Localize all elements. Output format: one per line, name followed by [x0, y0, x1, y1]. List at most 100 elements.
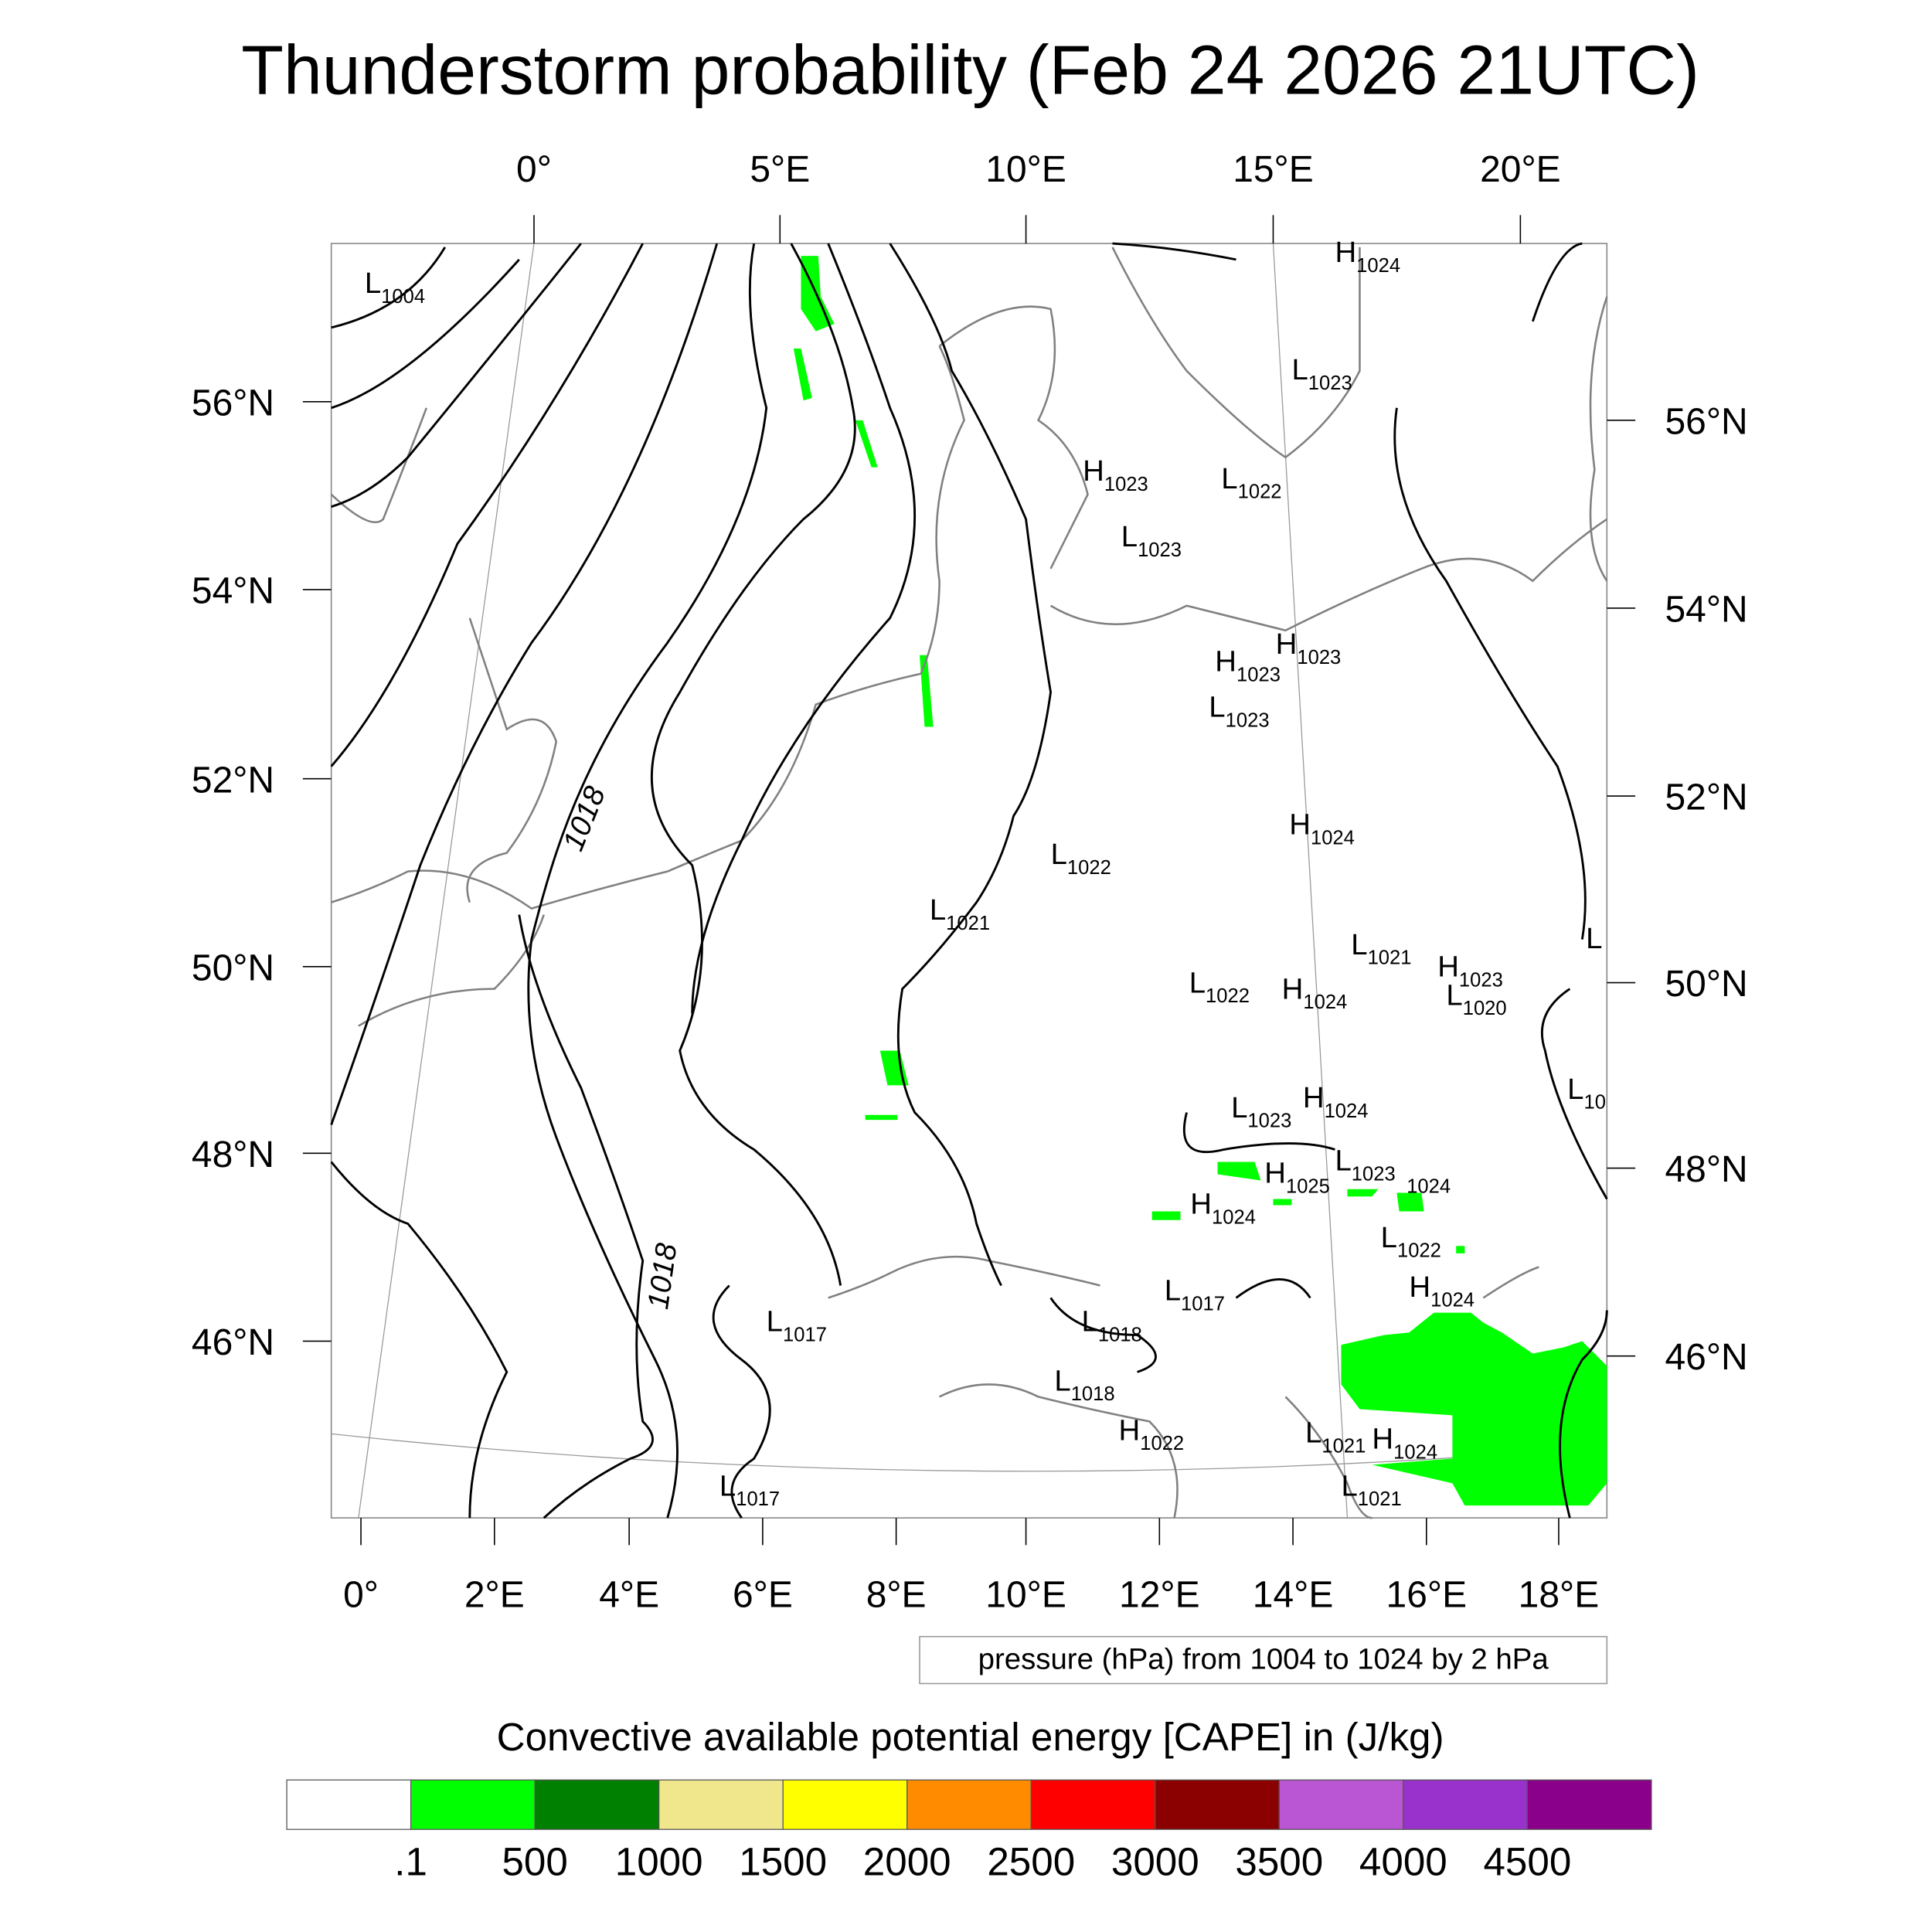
colorbar-box: [1403, 1779, 1529, 1830]
pressure-center-label: H1024: [1303, 1081, 1369, 1122]
bottom-lon-label: 8°E: [866, 1574, 927, 1615]
contour-info-text: pressure (hPa) from 1004 to 1024 by 2 hP…: [978, 1642, 1549, 1675]
cape-patch: [793, 349, 812, 401]
bottom-lon-label: 10°E: [985, 1574, 1066, 1615]
colorbar-box: [1155, 1779, 1280, 1830]
graticule: [331, 243, 1607, 1519]
pressure-center-label: H1022: [1119, 1413, 1185, 1454]
colorbar-box: [782, 1779, 908, 1830]
colorbar-label: 2000: [863, 1839, 951, 1883]
bottom-lon-label: 16°E: [1386, 1574, 1468, 1615]
bottom-lon-label: 0°: [343, 1574, 379, 1615]
colorbar-box: [1526, 1779, 1652, 1830]
colorbar-box: [286, 1779, 412, 1830]
left-lat-label: 56°N: [192, 383, 274, 423]
pressure-center-label: L10: [1567, 1073, 1606, 1114]
pressure-center-label: L1023: [1291, 353, 1352, 394]
cape-patch: [1347, 1189, 1379, 1197]
pressure-center-label: L1021: [1341, 1469, 1401, 1510]
right-lat-label: 50°N: [1665, 964, 1748, 1005]
bottom-lon-label: 12°E: [1119, 1574, 1200, 1615]
axis-tick-labels: 0° 5°E 10°E 15°E 20°E 0° 2°E 4°E 6°E 8°E 10°E 12°E 1…: [192, 149, 1748, 1615]
colorbar-box: [658, 1779, 784, 1830]
left-lat-label: 46°N: [192, 1322, 274, 1363]
bottom-lon-label: 18°E: [1519, 1574, 1600, 1615]
right-lat-label: 56°N: [1665, 401, 1748, 442]
colorbar-box: [1278, 1779, 1404, 1830]
pressure-center-label: L1021: [1351, 928, 1411, 969]
cape-patch: [1396, 1192, 1424, 1212]
colorbar-label: .1: [394, 1839, 427, 1883]
pressure-center-label: H1023: [1083, 454, 1148, 495]
right-lat-label: 48°N: [1665, 1149, 1748, 1190]
colorbar-box: [534, 1779, 660, 1830]
pressure-center-label: H1023: [1215, 645, 1281, 686]
pressure-center-label: L1018: [1054, 1364, 1114, 1405]
cape-patch: [1151, 1211, 1181, 1220]
right-lat-label: 46°N: [1665, 1337, 1748, 1378]
pressure-center-label: L1023: [1121, 520, 1182, 561]
pressure-center-label: L1021: [930, 893, 990, 934]
colorbar-label: 4500: [1483, 1839, 1571, 1883]
pressure-center-label: L1017: [719, 1469, 780, 1510]
bottom-lon-label: 6°E: [733, 1574, 793, 1615]
pressure-center-label: L1021: [1305, 1417, 1366, 1458]
top-lon-label: 5°E: [750, 149, 810, 190]
map-frame: [330, 243, 1608, 1519]
bottom-lon-label: 2°E: [464, 1574, 525, 1615]
colorbar-box: [1030, 1779, 1156, 1830]
top-lon-label: 10°E: [985, 149, 1066, 190]
cape-patch: [920, 655, 934, 727]
left-lat-label: 50°N: [192, 947, 274, 988]
pressure-center-label: 1024: [1406, 1176, 1451, 1198]
right-lat-label: 52°N: [1665, 777, 1748, 818]
bottom-lon-label: 4°E: [599, 1574, 659, 1615]
pressure-center-label: L1004: [365, 267, 425, 308]
cape-field: [793, 256, 1607, 1506]
pressure-centers: L1004 H1024 L1023 H1023 L1022 L1023 H1023 H1023…: [365, 236, 1606, 1510]
pressure-center-label: L: [1586, 922, 1602, 955]
contour-info-box: [919, 1635, 1608, 1685]
top-lon-label: 15°E: [1233, 149, 1314, 190]
left-lat-label: 48°N: [192, 1134, 274, 1175]
axis-ticks: [302, 215, 1636, 1546]
pressure-center-label: H1024: [1190, 1188, 1256, 1229]
colorbar-label: 3500: [1235, 1839, 1323, 1883]
colorbar-label: 2500: [987, 1839, 1075, 1883]
left-lat-label: 54°N: [192, 571, 274, 612]
pressure-center-label: H1023: [1437, 951, 1503, 992]
pressure-center-label: H1024: [1282, 972, 1348, 1013]
top-lon-label: 0°: [516, 149, 552, 190]
pressure-center-label: L1023: [1209, 691, 1269, 732]
right-lat-label: 54°N: [1665, 590, 1748, 631]
cape-patch: [1341, 1312, 1607, 1506]
pressure-center-label: L1022: [1189, 966, 1250, 1007]
colorbar-label: 1000: [615, 1839, 703, 1883]
pressure-center-label: L1017: [1165, 1274, 1225, 1315]
pressure-center-label: L1022: [1221, 462, 1281, 503]
colorbar-label: 3000: [1111, 1839, 1199, 1883]
pressure-center-label: L1023: [1231, 1091, 1291, 1132]
pressure-contours: [330, 242, 1608, 1519]
pressure-center-label: H1024: [1409, 1270, 1475, 1311]
pressure-center-label: L1022: [1381, 1221, 1441, 1262]
pressure-center-label: L1017: [767, 1305, 827, 1346]
coastlines: [330, 247, 1608, 1519]
colorbar: .1 500 1000 1500 2000 2500 3000 3500 4000 4500: [286, 1779, 1652, 1883]
left-lat-label: 52°N: [192, 760, 274, 801]
cape-patch: [801, 256, 835, 332]
pressure-center-label: H1024: [1372, 1423, 1437, 1464]
bottom-lon-label: 14°E: [1253, 1574, 1334, 1615]
pressure-center-label: L1023: [1335, 1145, 1395, 1185]
colorbar-label: 500: [502, 1839, 567, 1883]
pressure-center-label: H1024: [1335, 236, 1400, 277]
chart-title: Thunderstorm probability (Feb 24 2026 21…: [241, 32, 1699, 109]
pressure-center-label: H1024: [1289, 808, 1355, 849]
pressure-center-label: H1025: [1264, 1157, 1330, 1198]
colorbar-box: [906, 1779, 1032, 1830]
top-lon-label: 20°E: [1480, 149, 1561, 190]
pressure-center-label: L1020: [1446, 978, 1506, 1019]
pressure-center-label: L1022: [1051, 838, 1111, 879]
colorbar-label: 4000: [1359, 1839, 1447, 1883]
